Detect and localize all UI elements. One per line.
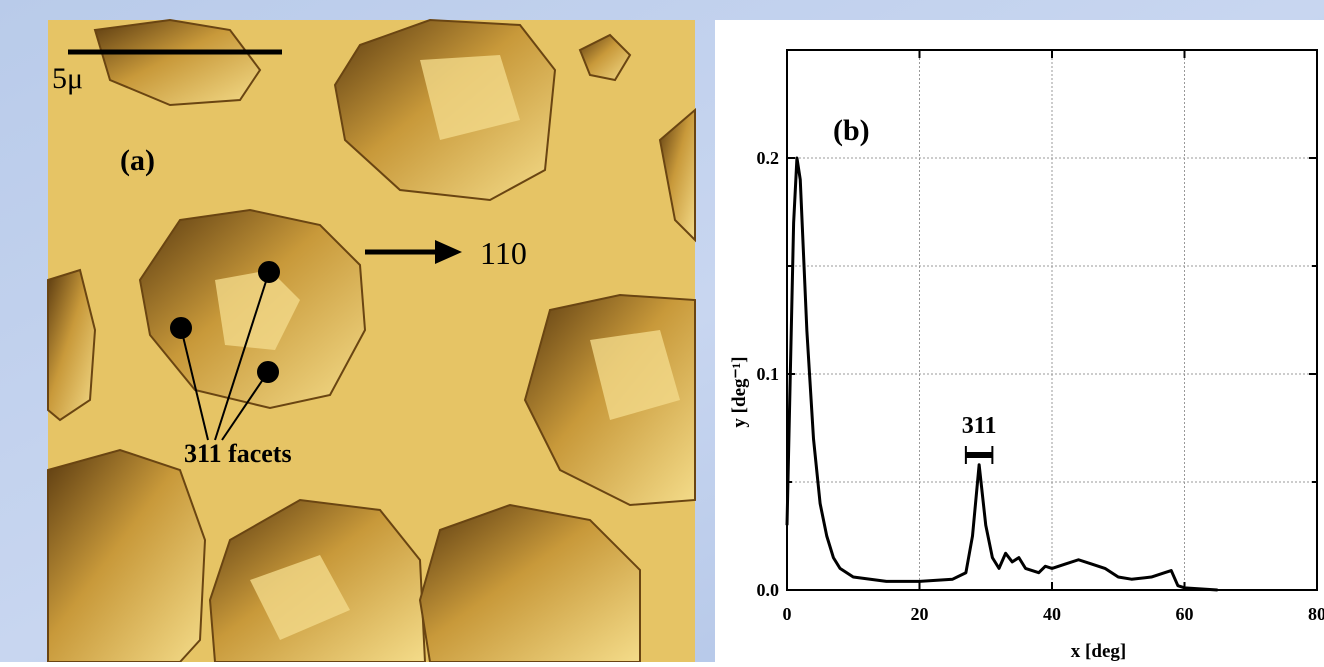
page: 5μ (a) 110 311 facets 0 20 40 60 80 0.0 0.1 0.2… (0, 0, 1324, 662)
afm-image: 5μ (a) 110 311 facets (48, 20, 695, 662)
annotation: 311 (962, 413, 997, 439)
facet-label: 311 facets (184, 439, 292, 468)
panel-label: (a) (120, 144, 155, 177)
y-tick-label: 0.0 (757, 580, 780, 600)
x-tick-label: 60 (1176, 604, 1194, 624)
x-tick-label: 0 (783, 604, 792, 624)
x-axis-label: x [deg] (1071, 641, 1126, 662)
y-tick-label: 0.1 (757, 364, 780, 384)
y-axis-label: y [deg⁻¹] (729, 356, 750, 427)
direction-label: 110 (480, 235, 527, 271)
x-tick-label: 80 (1308, 604, 1324, 624)
x-tick-label: 20 (911, 604, 929, 624)
figure: 5μ (a) 110 311 facets 0 20 40 60 80 0.0 0.1 0.2… (0, 0, 1324, 662)
scale-bar-label: 5μ (52, 62, 83, 95)
y-tick-label: 0.2 (757, 148, 780, 168)
x-tick-label: 40 (1043, 604, 1061, 624)
panel-label: (b) (833, 114, 870, 147)
